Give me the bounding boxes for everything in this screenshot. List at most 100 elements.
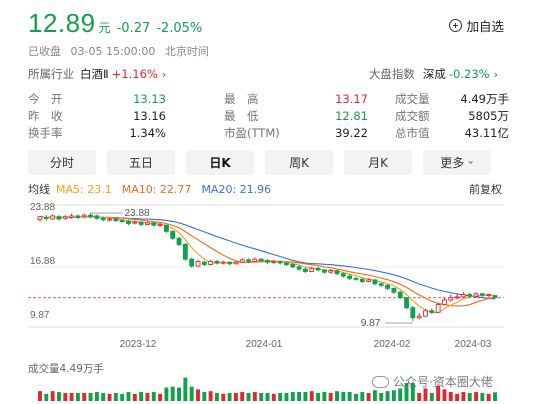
candle-body: [119, 220, 125, 223]
stats-row: 换手率 1.34% 市盈(TTM) 39.22 总市值 43.11亿: [28, 124, 512, 141]
volume-bar: [417, 392, 422, 401]
status-text: 已收盘: [28, 45, 61, 58]
candle-body: [151, 222, 157, 226]
candle-body: [163, 224, 169, 232]
tab-daily-k[interactable]: 日K: [186, 150, 254, 175]
volume-bar: [335, 391, 339, 401]
candle-body: [189, 258, 195, 267]
candle-body: [138, 221, 144, 225]
candle-body: [113, 218, 119, 222]
period-tabs: 分时 五日 日K 周K 月K 更多 ›: [28, 150, 491, 175]
volume-bar: [151, 392, 156, 401]
tab-five-day[interactable]: 五日: [107, 150, 175, 175]
candle-body: [303, 268, 308, 272]
volume-bar: [297, 392, 302, 401]
ma10-value: MA10: 22.77: [121, 182, 192, 196]
candle-body: [321, 269, 327, 273]
candle-body: [157, 223, 163, 226]
volume-bar: [347, 392, 352, 401]
price-change-pct: -2.05%: [156, 21, 203, 36]
volume-bar: [486, 393, 491, 401]
stat-market-cap: 43.11亿: [464, 125, 509, 140]
tab-weekly-k[interactable]: 周K: [265, 150, 333, 175]
candle-body: [56, 216, 62, 220]
volume-bar: [63, 392, 68, 401]
candle-body: [233, 261, 239, 265]
volume-bar: [398, 388, 403, 401]
market-status: 已收盘 03-05 15:00:00 北京时间: [28, 43, 215, 59]
volume-bar: [322, 392, 327, 401]
tab-label: 五日: [128, 156, 153, 170]
volume-bar: [75, 392, 80, 401]
candle-body: [208, 260, 214, 265]
candle-body: [486, 294, 492, 297]
y-tick-label: 9.87: [30, 310, 50, 321]
market-index-link[interactable]: 大盘指数 深成 -0.23% ›: [369, 66, 498, 82]
volume-bar: [303, 392, 308, 401]
adjust-mode-toggle[interactable]: 前复权: [469, 183, 502, 196]
volume-bar: [227, 392, 232, 401]
candle-body: [473, 293, 479, 297]
volume-bar: [38, 391, 42, 401]
volume-bar: [474, 392, 479, 401]
ma20-value: MA20: 21.96: [201, 182, 272, 196]
add-watchlist-label: 加自选: [466, 19, 504, 34]
chevron-right-icon: ›: [493, 67, 498, 81]
volume-bar: [107, 393, 112, 401]
candle-body: [246, 259, 251, 262]
current-price: 12.89: [28, 8, 96, 38]
stat-turnover-rate: 1.34%: [129, 125, 166, 140]
candle-body: [239, 259, 245, 263]
ma-title: 均线: [28, 183, 50, 196]
candle-body: [43, 217, 49, 219]
stat-low: 12.81: [335, 108, 368, 123]
candle-body: [227, 261, 232, 265]
volume-bar: [82, 392, 87, 401]
volume-bar: [202, 392, 207, 401]
add-watchlist-button[interactable]: 加自选: [449, 16, 504, 35]
tab-label: 分时: [49, 156, 74, 170]
volume-bar: [164, 387, 169, 401]
volume-bar: [366, 392, 371, 401]
volume-bar: [278, 392, 283, 401]
volume-bar: [316, 392, 321, 401]
candle-body: [454, 296, 460, 299]
stat-label: 成交量: [395, 91, 430, 106]
candle-body: [107, 218, 112, 221]
volume-bar: [290, 392, 295, 401]
stat-label: 昨 收: [28, 108, 63, 123]
y-tick-label: 23.88: [30, 202, 55, 213]
candle-body: [100, 217, 106, 221]
stat-label: 成交额: [395, 108, 430, 123]
candle-body: [435, 304, 441, 313]
industry-label: 所属行业: [28, 67, 74, 81]
stat-open: 13.13: [133, 91, 166, 106]
tab-more[interactable]: 更多 ›: [423, 150, 491, 175]
watermark-text: 公众号·资本圈大佬: [393, 375, 493, 389]
candle-body: [309, 267, 315, 272]
stats-grid: 今 开 13.13 最 高 13.17 成交量 4.49万手 昨 收 13.16 最 低…: [28, 90, 512, 141]
candle-body: [467, 294, 473, 297]
candle-body: [271, 260, 277, 263]
x-tick-label: 2023-12: [120, 339, 157, 350]
price-header: 12.89 元 -0.27 -2.05%: [28, 8, 202, 39]
volume-bar: [455, 393, 460, 401]
volume-bar: [113, 392, 118, 401]
candle-body: [195, 260, 201, 267]
volume-bar: [309, 391, 314, 401]
plus-circle-icon: [449, 19, 463, 32]
candle-body: [201, 261, 207, 265]
candle-body: [132, 221, 138, 224]
volume-bar: [69, 392, 74, 401]
candle-body: [88, 214, 93, 218]
tab-intraday[interactable]: 分时: [28, 150, 96, 175]
tab-monthly-k[interactable]: 月K: [344, 150, 412, 175]
index-change: -0.23%: [448, 67, 490, 81]
candle-body: [479, 293, 485, 296]
stat-high: 13.17: [335, 91, 368, 106]
volume-bar: [120, 393, 125, 401]
industry-link[interactable]: 所属行业 白酒Ⅱ +1.16% ›: [28, 66, 166, 82]
candle-body: [284, 262, 289, 265]
volume-bar: [410, 383, 415, 401]
